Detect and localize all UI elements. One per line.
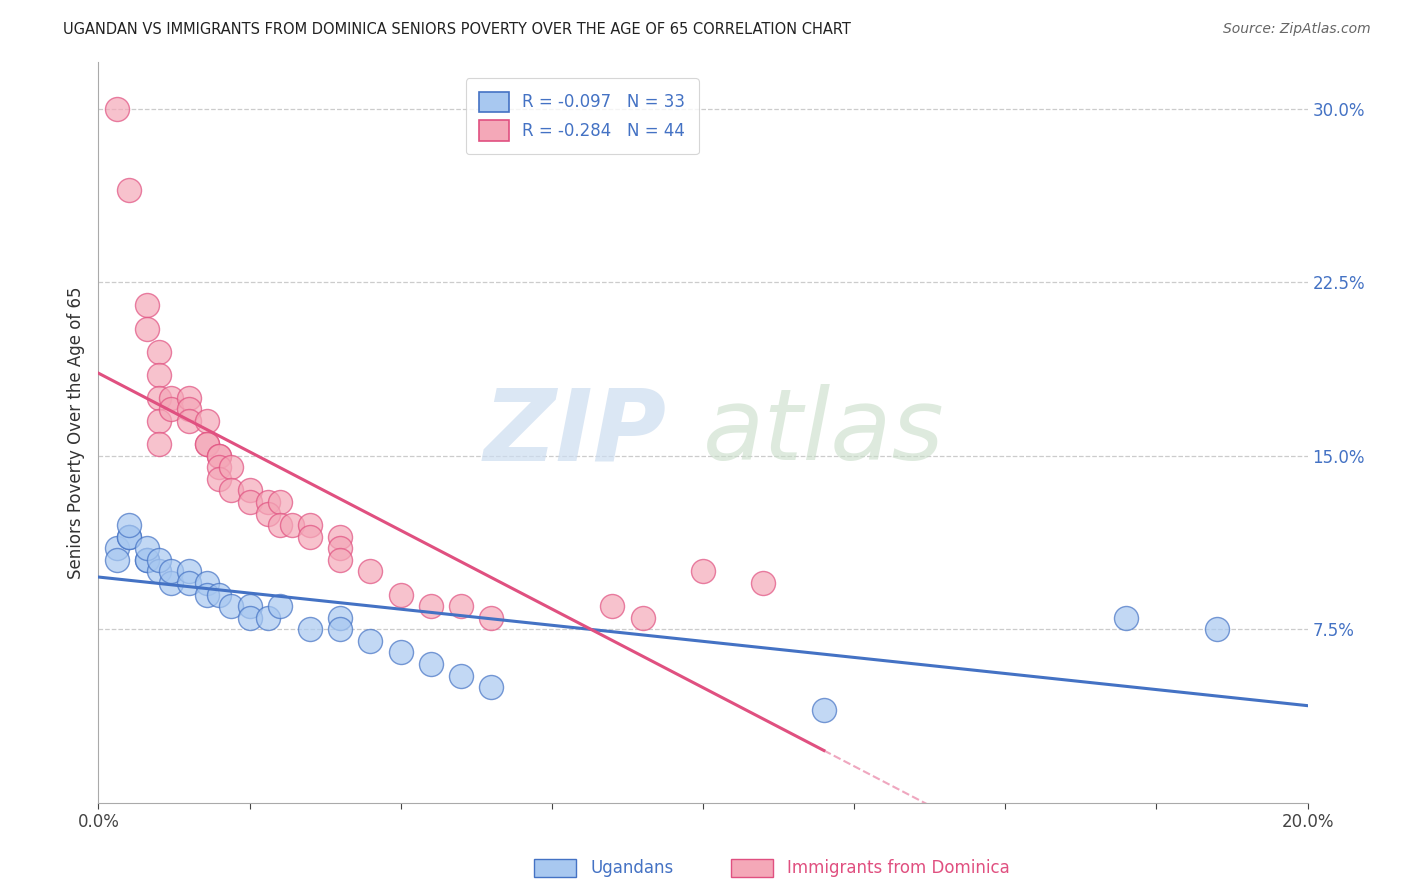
Point xyxy=(389,645,412,659)
Text: Immigrants from Dominica: Immigrants from Dominica xyxy=(787,859,1010,877)
Text: Ugandans: Ugandans xyxy=(591,859,673,877)
Point xyxy=(389,588,412,602)
Text: atlas: atlas xyxy=(703,384,945,481)
Point xyxy=(135,321,157,335)
Point xyxy=(239,495,262,509)
Point xyxy=(148,391,170,405)
Point xyxy=(105,541,128,556)
Point xyxy=(135,298,157,312)
Point xyxy=(179,402,201,417)
Point xyxy=(160,402,183,417)
Point xyxy=(160,576,183,591)
Point xyxy=(239,483,262,498)
Point xyxy=(450,668,472,682)
Point xyxy=(631,610,654,624)
Y-axis label: Seniors Poverty Over the Age of 65: Seniors Poverty Over the Age of 65 xyxy=(66,286,84,579)
Point xyxy=(239,610,262,624)
Point xyxy=(221,483,243,498)
Point xyxy=(105,553,128,567)
Text: Source: ZipAtlas.com: Source: ZipAtlas.com xyxy=(1223,22,1371,37)
Point xyxy=(256,495,278,509)
Point xyxy=(118,183,141,197)
Point xyxy=(105,102,128,116)
Point xyxy=(299,530,322,544)
Point xyxy=(420,599,443,614)
Point xyxy=(118,530,141,544)
Point xyxy=(148,565,170,579)
Point xyxy=(269,599,291,614)
Point xyxy=(329,530,352,544)
Point xyxy=(299,622,322,636)
Point xyxy=(481,680,503,694)
Point xyxy=(1206,622,1229,636)
Point xyxy=(135,553,157,567)
Point xyxy=(256,610,278,624)
Point xyxy=(1115,610,1137,624)
Point xyxy=(221,460,243,475)
Point xyxy=(195,576,218,591)
Point xyxy=(813,703,835,717)
Point xyxy=(195,414,218,428)
Point xyxy=(148,437,170,451)
Point xyxy=(450,599,472,614)
Point xyxy=(195,588,218,602)
Point xyxy=(329,622,352,636)
Point xyxy=(179,391,201,405)
Point xyxy=(329,553,352,567)
Point xyxy=(160,565,183,579)
Point xyxy=(360,565,382,579)
Point xyxy=(239,599,262,614)
Point xyxy=(179,414,201,428)
Point xyxy=(208,472,231,486)
Point xyxy=(208,460,231,475)
Point xyxy=(329,610,352,624)
Point xyxy=(420,657,443,671)
Point xyxy=(208,588,231,602)
Point xyxy=(692,565,714,579)
Point xyxy=(752,576,775,591)
Point xyxy=(481,610,503,624)
Point xyxy=(179,576,201,591)
Point xyxy=(269,495,291,509)
Point xyxy=(281,518,304,533)
Point xyxy=(329,541,352,556)
Point xyxy=(118,518,141,533)
Point xyxy=(160,391,183,405)
Point xyxy=(179,565,201,579)
Text: ZIP: ZIP xyxy=(484,384,666,481)
Point xyxy=(269,518,291,533)
Point xyxy=(148,414,170,428)
Point xyxy=(299,518,322,533)
Point xyxy=(256,507,278,521)
Point xyxy=(221,599,243,614)
Point xyxy=(148,344,170,359)
Point xyxy=(195,437,218,451)
Point xyxy=(360,633,382,648)
Point xyxy=(208,449,231,463)
Point xyxy=(135,553,157,567)
Point xyxy=(148,553,170,567)
Point xyxy=(118,530,141,544)
Point xyxy=(602,599,624,614)
Point xyxy=(195,437,218,451)
Point xyxy=(148,368,170,382)
Legend: R = -0.097   N = 33, R = -0.284   N = 44: R = -0.097 N = 33, R = -0.284 N = 44 xyxy=(465,78,699,153)
Point xyxy=(208,449,231,463)
Point xyxy=(135,541,157,556)
Text: UGANDAN VS IMMIGRANTS FROM DOMINICA SENIORS POVERTY OVER THE AGE OF 65 CORRELATI: UGANDAN VS IMMIGRANTS FROM DOMINICA SENI… xyxy=(63,22,851,37)
